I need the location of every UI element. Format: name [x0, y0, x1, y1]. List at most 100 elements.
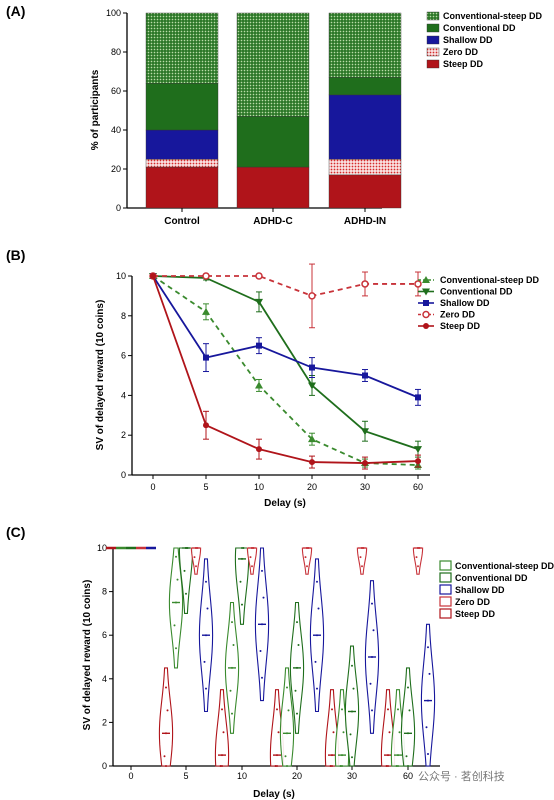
bar-segment — [236, 116, 310, 168]
violin-point — [369, 682, 372, 685]
legend-label: Shallow DD — [440, 298, 490, 308]
violin-point — [241, 603, 243, 606]
x-tick-label: 20 — [292, 771, 302, 781]
x-tick-label: 30 — [347, 771, 357, 781]
violin-point — [259, 650, 262, 653]
data-point — [256, 446, 262, 453]
violin-point — [276, 754, 278, 757]
violin-point — [186, 547, 189, 549]
violin-point — [342, 731, 345, 734]
violin-point — [398, 731, 401, 734]
bar-segment — [328, 77, 402, 96]
legend-marker — [422, 276, 430, 283]
data-point — [203, 354, 209, 361]
violin-point — [251, 547, 253, 549]
violin-point — [185, 592, 187, 595]
bar-segment — [236, 12, 310, 117]
legend-swatch — [426, 59, 440, 69]
legend-label: Conventional DD — [440, 287, 513, 297]
violin-point — [297, 644, 300, 647]
watermark: 公众号 · 茗创科技 — [418, 769, 505, 783]
violin-point — [387, 754, 389, 757]
legend-marker — [423, 323, 429, 329]
violin-point — [277, 731, 280, 734]
violin-point — [397, 708, 399, 711]
violin-point — [351, 756, 353, 759]
violin-point — [287, 709, 290, 712]
violin-point — [165, 732, 167, 735]
legend-label: Zero DD — [443, 47, 479, 57]
panel-label-c: (C) — [6, 524, 25, 540]
violin-point — [175, 601, 177, 604]
violin-point — [428, 672, 431, 675]
legend-swatch — [426, 23, 440, 33]
legend-label: Conventional-steep DD — [440, 275, 540, 285]
violin-point — [427, 646, 429, 649]
violin — [214, 689, 230, 767]
violin-point — [331, 754, 333, 757]
violin-point — [371, 709, 373, 712]
series-line — [153, 275, 418, 297]
data-point — [309, 459, 315, 466]
legend-swatch — [426, 35, 440, 45]
violin-point — [407, 732, 409, 735]
violin-point — [405, 755, 408, 758]
violin-point — [385, 765, 388, 767]
bar-segment — [328, 12, 402, 78]
violin-point — [417, 547, 419, 549]
violin-point — [387, 765, 389, 767]
violin-point — [221, 765, 223, 767]
violin-point — [249, 556, 252, 559]
data-point — [255, 298, 263, 306]
legend-marker — [422, 310, 430, 319]
violin — [400, 667, 416, 767]
violin-point — [165, 686, 167, 689]
violin-point — [163, 755, 166, 758]
violin-point — [193, 556, 196, 559]
violin — [344, 645, 360, 767]
data-point — [309, 364, 315, 371]
data-point — [202, 307, 210, 315]
y-tick-label: 100 — [106, 8, 121, 18]
violin-point — [165, 765, 167, 767]
violin-point — [304, 556, 307, 559]
violin-point — [206, 607, 209, 610]
violin-point — [329, 765, 332, 767]
data-point — [362, 372, 368, 379]
violin-point — [205, 687, 207, 690]
x-tick-label: 10 — [254, 482, 264, 492]
violin-point — [294, 689, 297, 692]
y-tick-label: 0 — [102, 761, 107, 771]
legend-swatch — [439, 608, 452, 619]
y-tick-label: 0 — [121, 470, 126, 480]
violin-point — [252, 547, 255, 549]
violin-point — [239, 580, 242, 583]
violin-point — [183, 569, 186, 572]
y-tick-label: 2 — [121, 430, 126, 440]
legend-label: Shallow DD — [443, 35, 493, 45]
violin-point — [332, 731, 335, 734]
violin-point — [231, 666, 233, 669]
y-tick-label: 4 — [121, 390, 126, 400]
y-tick-label: 60 — [111, 86, 121, 96]
y-tick-label: 40 — [111, 125, 121, 135]
violin-point — [427, 699, 429, 702]
data-point — [415, 394, 421, 401]
x-tick-label: 5 — [183, 771, 188, 781]
violin-point — [205, 634, 207, 637]
y-tick-label: 4 — [102, 674, 107, 684]
panel-label-b: (B) — [6, 247, 25, 263]
violin-point — [262, 596, 265, 599]
violin-point — [296, 712, 298, 715]
violin-chart: 0 2 4 6 8 10 0 5 10 20 30 60 Delay (s) SV of delayed … — [82, 543, 554, 800]
x-tick-label: Control — [164, 216, 200, 227]
y-tick-label: 10 — [116, 271, 126, 281]
data-point — [308, 382, 316, 390]
violin-point — [397, 765, 399, 767]
violin-point — [284, 755, 287, 758]
y-axis-title: SV of delayed reward (10 coins) — [82, 580, 93, 731]
violin-point — [203, 660, 206, 663]
y-tick-label: 2 — [102, 717, 107, 727]
x-tick-label: 20 — [307, 482, 317, 492]
